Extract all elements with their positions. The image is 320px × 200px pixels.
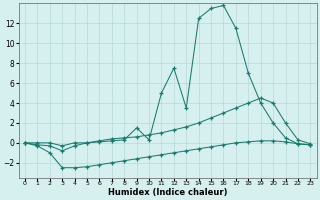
X-axis label: Humidex (Indice chaleur): Humidex (Indice chaleur) — [108, 188, 228, 197]
